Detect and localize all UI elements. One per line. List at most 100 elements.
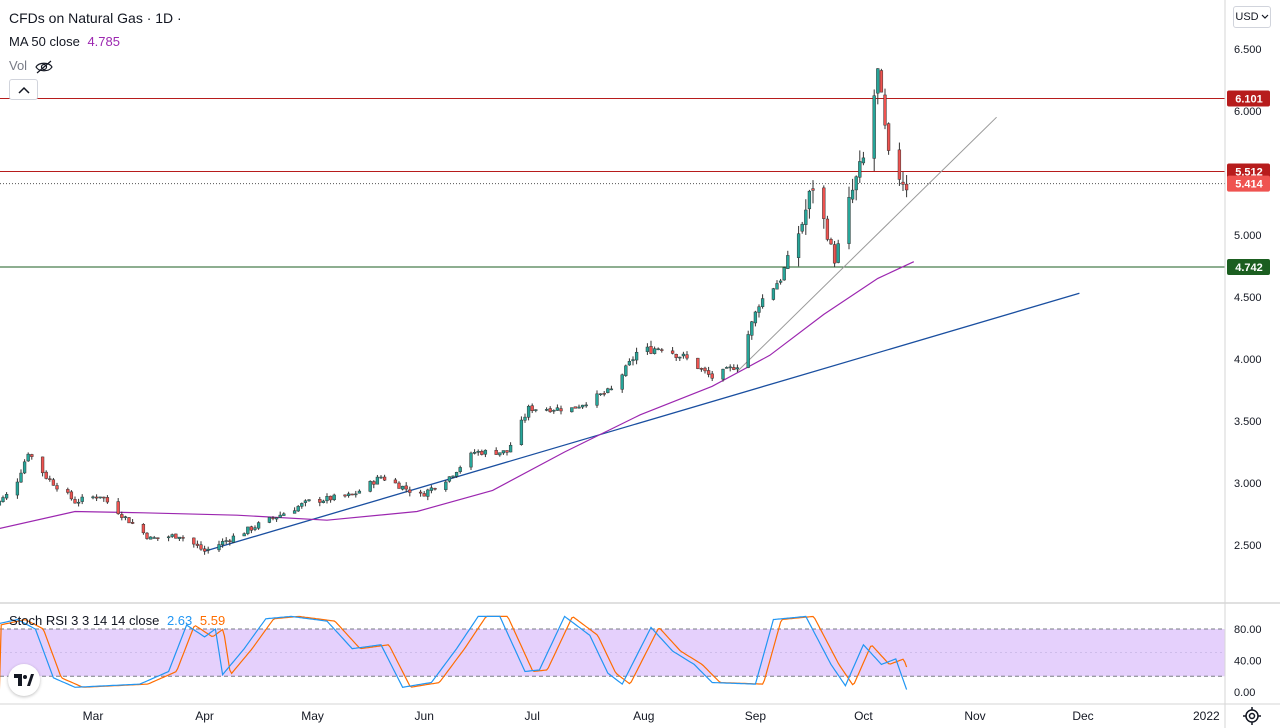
candle-body <box>523 416 527 421</box>
candle-body <box>620 374 624 390</box>
candle-body <box>91 496 95 499</box>
candle-body <box>300 503 304 507</box>
candle-body <box>728 366 732 369</box>
candle-body <box>825 218 830 240</box>
time-tick-label: May <box>301 709 324 723</box>
candle-body <box>886 123 891 151</box>
gear-icon[interactable] <box>1242 706 1262 726</box>
candle-body <box>447 476 452 482</box>
candle-body <box>606 388 610 393</box>
candle-body <box>829 238 833 245</box>
candle-body <box>775 283 779 290</box>
candle-body <box>505 450 509 453</box>
candle-body <box>494 450 498 455</box>
candle-body <box>483 449 488 455</box>
candle-body <box>346 493 351 496</box>
candle-body <box>634 351 639 361</box>
candle-body <box>307 499 311 502</box>
chevron-down-icon <box>1261 14 1269 19</box>
candle-body <box>904 183 909 191</box>
stoch-rsi-tick-label: 80.00 <box>1234 624 1262 636</box>
candle-body <box>249 526 254 531</box>
time-tick-label: Mar <box>83 709 104 723</box>
candle-body <box>199 544 203 550</box>
ma-legend-value: 4.785 <box>87 34 120 49</box>
stoch-rsi-d-value: 5.59 <box>199 613 226 628</box>
candle-body <box>800 223 804 232</box>
candle-body <box>130 522 135 524</box>
candle-body <box>120 514 124 518</box>
candle-body <box>224 540 228 542</box>
candle-body <box>44 471 48 479</box>
price-tick-label: 3.000 <box>1234 478 1262 490</box>
candle-body <box>19 472 23 483</box>
price-label: 5.512 <box>1235 167 1263 179</box>
candle-body <box>584 404 588 407</box>
candle-body <box>786 255 790 269</box>
candle-body <box>22 461 27 474</box>
chevron-up-icon <box>17 86 30 94</box>
candle-body <box>876 68 880 94</box>
tradingview-logo-icon <box>14 674 34 686</box>
candle-body <box>570 407 574 413</box>
volume-legend-label: Vol <box>9 58 28 73</box>
candle-body <box>526 405 531 418</box>
candle-body <box>354 493 358 496</box>
candle-body <box>879 70 884 93</box>
price-label-box <box>1227 258 1270 275</box>
candle-body <box>501 450 506 454</box>
candle-body <box>811 188 815 191</box>
candle-body <box>548 408 552 413</box>
candle-body <box>804 209 808 225</box>
candle-body <box>328 495 333 501</box>
candle-body <box>573 406 578 409</box>
candle-body <box>458 467 462 472</box>
collapse-legend-button[interactable] <box>9 79 38 100</box>
candle-body <box>660 349 664 351</box>
trend-line <box>737 116 997 372</box>
stoch-rsi-legend[interactable]: Stoch RSI 3 3 14 14 close 2.63 5.59 <box>9 613 229 629</box>
candle-body <box>854 176 858 191</box>
candle-body <box>177 536 182 539</box>
stoch-rsi-k-line <box>0 615 908 690</box>
candle-body <box>228 540 232 543</box>
candle-body <box>750 321 754 336</box>
candle-body <box>102 496 106 499</box>
candle-body <box>699 368 704 370</box>
candle-body <box>480 451 484 455</box>
candle-body <box>472 451 477 454</box>
candle-body <box>145 532 149 539</box>
candle-body <box>580 404 585 408</box>
currency-selector[interactable]: USD <box>1233 6 1271 28</box>
candle-body <box>166 536 171 539</box>
candle-body <box>498 452 502 456</box>
tradingview-logo[interactable] <box>8 664 40 696</box>
stoch-rsi-tick-label: 0.00 <box>1234 687 1255 699</box>
candle-body <box>649 346 653 354</box>
candle-body <box>76 501 81 504</box>
symbol-title[interactable]: CFDs on Natural Gas · 1D · <box>9 10 186 26</box>
price-label-box <box>1227 163 1270 180</box>
candle-body <box>271 517 275 519</box>
candle-body <box>847 197 851 244</box>
candle-body <box>577 406 581 409</box>
candle-body <box>858 161 862 178</box>
price-label-box <box>1227 90 1270 107</box>
candle-body <box>123 516 128 518</box>
candle-body <box>174 533 178 539</box>
price-tick-label: 2.500 <box>1234 540 1262 552</box>
candle-body <box>681 353 686 357</box>
candle-body <box>534 409 538 411</box>
candle-body <box>696 357 700 369</box>
time-tick-label: Aug <box>633 709 654 723</box>
ma-50-line <box>0 261 915 529</box>
eye-off-icon[interactable] <box>35 60 53 74</box>
candle-body <box>476 450 480 453</box>
candle-body <box>15 481 20 496</box>
candle-body <box>454 471 459 477</box>
candle-body <box>170 534 174 537</box>
candle-body <box>426 489 430 497</box>
volume-legend[interactable]: Vol <box>9 58 53 74</box>
ma-legend[interactable]: MA 50 close 4.785 <box>9 34 124 50</box>
